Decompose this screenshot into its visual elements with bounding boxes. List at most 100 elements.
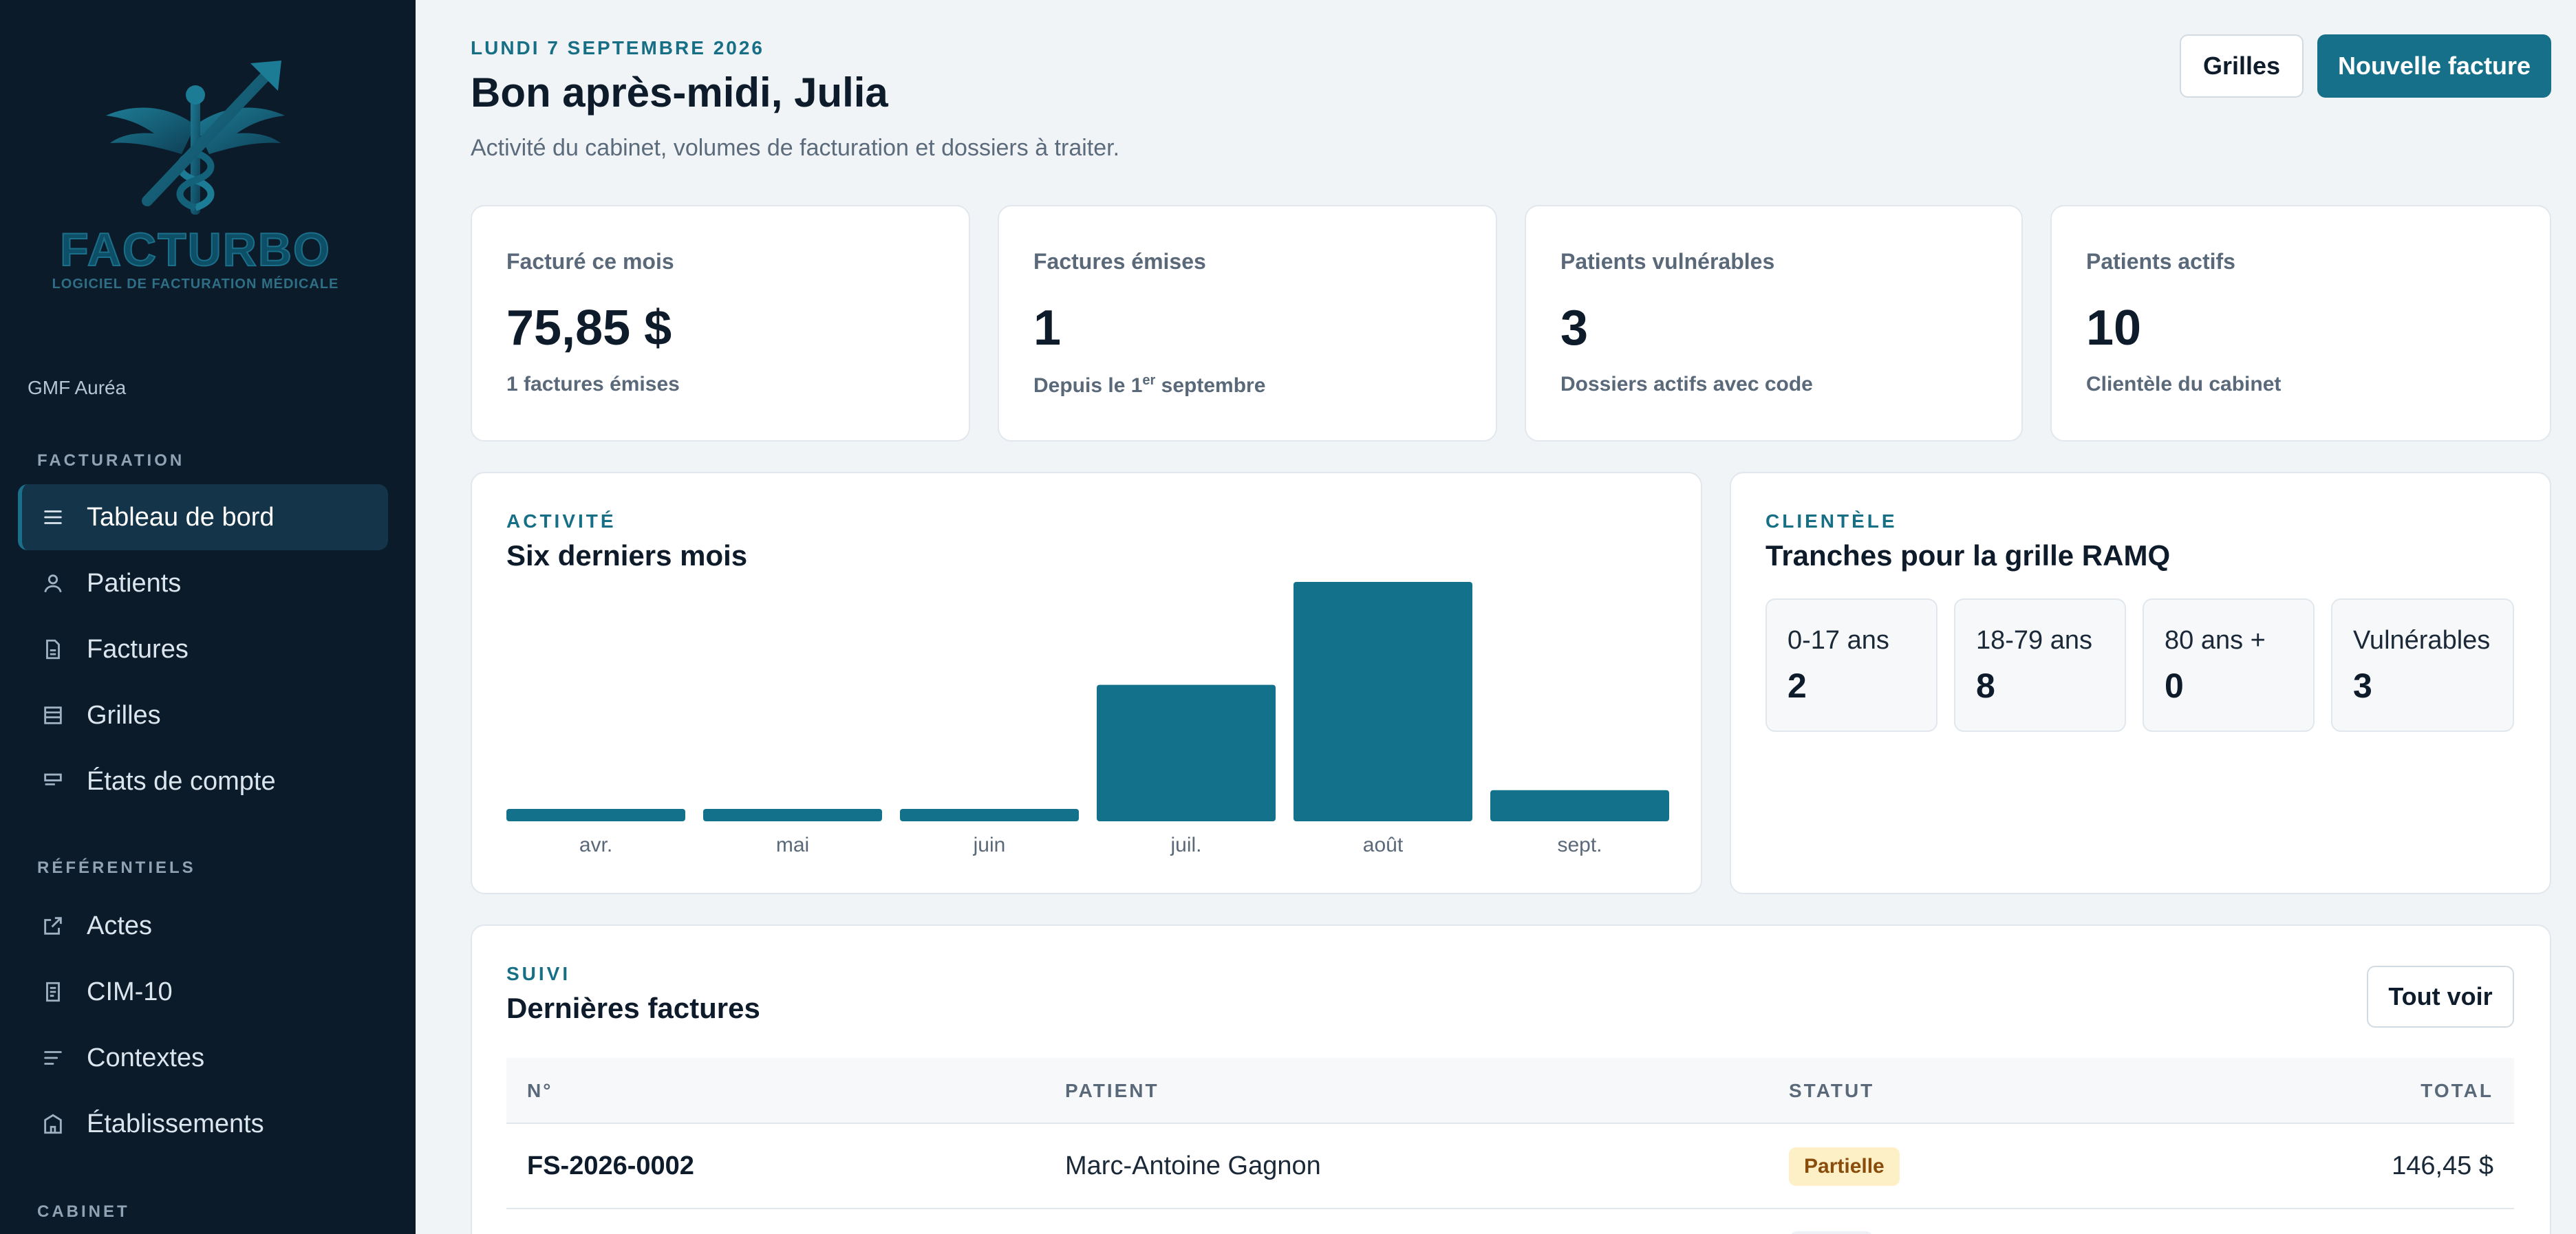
- sidebar-item-label: CIM-10: [87, 977, 173, 1006]
- column-header-total: TOTAL: [2421, 1080, 2493, 1101]
- book-icon: [41, 980, 65, 1004]
- age-band-tile: 80 ans + 0: [2143, 598, 2315, 732]
- current-date: LUNDI 7 SEPTEMBRE 2026: [471, 37, 764, 58]
- sidebar-item-contexts[interactable]: Contextes: [18, 1025, 388, 1091]
- sidebar-item-grids[interactable]: Grilles: [18, 682, 388, 748]
- sidebar-item-invoices[interactable]: Factures: [18, 616, 388, 682]
- user-icon: [41, 572, 65, 595]
- chart-bar-5: [1490, 790, 1669, 821]
- kpi-label: Factures émises: [1033, 249, 1206, 274]
- activity-bar-chart: avr. mai juin juil. août sept.: [506, 582, 1669, 856]
- column-header-status: STATUT: [1789, 1080, 1875, 1101]
- tile-label: Vulnérables: [2353, 626, 2491, 655]
- chart-tick-label: avr.: [579, 834, 612, 856]
- invoices-title: Dernières factures: [506, 992, 760, 1024]
- tile-value: 2: [1788, 667, 1807, 705]
- document-icon: [41, 638, 65, 661]
- tile-label: 80 ans +: [2165, 626, 2266, 655]
- kpi-label: Patients vulnérables: [1560, 249, 1775, 274]
- lines-icon: [41, 1046, 65, 1070]
- tile-value: 3: [2353, 667, 2372, 705]
- chart-bar-0: [506, 809, 685, 821]
- chart-bar-4: [1294, 582, 1472, 821]
- activity-eyebrow: ACTIVITÉ: [506, 510, 616, 532]
- kpi-card-vulnerable: Patients vulnérables 3 Dossiers actifs a…: [1525, 205, 2023, 442]
- activity-card: ACTIVITÉ Six derniers mois avr. mai juin ju…: [471, 472, 1702, 894]
- table-row-partial: [506, 1209, 2514, 1234]
- sidebar-item-label: Factures: [87, 634, 189, 664]
- kpi-value: 1: [1033, 301, 1062, 356]
- logo-tagline: LOGICIEL DE FACTURATION MÉDICALE: [52, 277, 339, 292]
- section-label-billing: FACTURATION: [37, 451, 185, 470]
- kpi-note: Clientèle du cabinet: [2086, 373, 2282, 396]
- kpi-label: Patients actifs: [2086, 249, 2235, 274]
- clientele-eyebrow: CLIENTÈLE: [1765, 510, 1898, 532]
- statement-icon: [41, 770, 65, 793]
- grids-button[interactable]: Grilles: [2180, 34, 2304, 98]
- kpi-card-active-patients: Patients actifs 10 Clientèle du cabinet: [2050, 205, 2551, 442]
- logo-wordmark: FACTURBO: [59, 223, 331, 277]
- sidebar-item-label: Grilles: [87, 700, 161, 730]
- page-title: Bon après-midi, Julia: [471, 69, 888, 116]
- chart-tick-label: août: [1363, 834, 1404, 856]
- external-link-icon: [41, 914, 65, 938]
- invoices-eyebrow: SUIVI: [506, 963, 571, 984]
- activity-title: Six derniers mois: [506, 539, 748, 572]
- section-label-references: RÉFÉRENTIELS: [37, 858, 196, 877]
- invoice-patient: Marc-Antoine Gagnon: [1065, 1151, 1321, 1180]
- age-band-tile: 18-79 ans 8: [1954, 598, 2126, 732]
- sidebar-item-label: Actes: [87, 911, 153, 940]
- sidebar-item-patients[interactable]: Patients: [18, 550, 388, 616]
- see-all-button[interactable]: Tout voir: [2367, 966, 2514, 1028]
- chart-tick-label: mai: [776, 834, 809, 856]
- page-subtitle: Activité du cabinet, volumes de facturat…: [471, 135, 1120, 161]
- status-badge: Partielle: [1789, 1147, 1900, 1186]
- grid-icon: [41, 704, 65, 727]
- sidebar-item-establishments[interactable]: Établissements: [18, 1091, 388, 1157]
- section-label-cabinet: CABINET: [37, 1202, 130, 1221]
- menu-icon: [41, 506, 65, 529]
- kpi-note: Depuis le 1er septembre: [1033, 373, 1266, 397]
- sidebar-item-label: Tableau de bord: [87, 502, 275, 532]
- kpi-note: 1 factures émises: [506, 373, 680, 396]
- sidebar-item-acts[interactable]: Actes: [18, 893, 388, 959]
- age-band-tile: Vulnérables 3: [2331, 598, 2514, 732]
- kpi-value: 75,85 $: [506, 301, 672, 356]
- status-badge: [1790, 1231, 1873, 1234]
- invoice-number[interactable]: FS-2026-0002: [527, 1151, 694, 1180]
- tile-value: 0: [2165, 667, 2184, 705]
- table-row[interactable]: FS-2026-0002 Marc-Antoine Gagnon Partiel…: [506, 1124, 2514, 1209]
- sidebar: FACTURBO LOGICIEL DE FACTURATION MÉDICAL…: [0, 0, 416, 1234]
- sidebar-item-dashboard[interactable]: Tableau de bord: [18, 484, 388, 550]
- chart-tick-label: juin: [973, 834, 1006, 856]
- organization-name: GMF Auréa: [28, 377, 127, 398]
- sidebar-item-label: Contextes: [87, 1043, 205, 1072]
- sidebar-item-label: Patients: [87, 568, 182, 598]
- sidebar-item-statements[interactable]: États de compte: [18, 748, 388, 814]
- caduceus-logo-icon: [106, 61, 285, 215]
- kpi-label: Facturé ce mois: [506, 249, 674, 274]
- kpi-value: 3: [1560, 301, 1589, 356]
- chart-tick-label: sept.: [1557, 834, 1602, 856]
- clientele-card: CLIENTÈLE Tranches pour la grille RAMQ 0…: [1730, 472, 2551, 894]
- invoices-table-header: N° PATIENT STATUT TOTAL: [506, 1058, 2514, 1124]
- sidebar-item-label: États de compte: [87, 766, 276, 796]
- building-icon: [41, 1112, 65, 1136]
- kpi-card-invoices: Factures émises 1 Depuis le 1er septembr…: [998, 205, 1497, 442]
- chart-bar-2: [900, 809, 1079, 821]
- chart-tick-label: juil.: [1170, 834, 1201, 856]
- age-band-tile: 0-17 ans 2: [1765, 598, 1938, 732]
- kpi-card-billed: Facturé ce mois 75,85 $ 1 factures émise…: [471, 205, 970, 442]
- invoice-total: 146,45 $: [2392, 1151, 2493, 1180]
- app-logo: FACTURBO LOGICIEL DE FACTURATION MÉDICAL…: [44, 50, 347, 297]
- new-invoice-button[interactable]: Nouvelle facture: [2317, 34, 2551, 98]
- column-header-number: N°: [527, 1080, 553, 1101]
- clientele-title: Tranches pour la grille RAMQ: [1765, 539, 2171, 572]
- tile-label: 0-17 ans: [1788, 626, 1889, 655]
- tile-label: 18-79 ans: [1976, 626, 2093, 655]
- column-header-patient: PATIENT: [1065, 1080, 1159, 1101]
- sidebar-item-label: Établissements: [87, 1109, 264, 1138]
- kpi-value: 10: [2086, 301, 2142, 356]
- kpi-note: Dossiers actifs avec code: [1560, 373, 1813, 396]
- sidebar-item-cim10[interactable]: CIM-10: [18, 959, 388, 1025]
